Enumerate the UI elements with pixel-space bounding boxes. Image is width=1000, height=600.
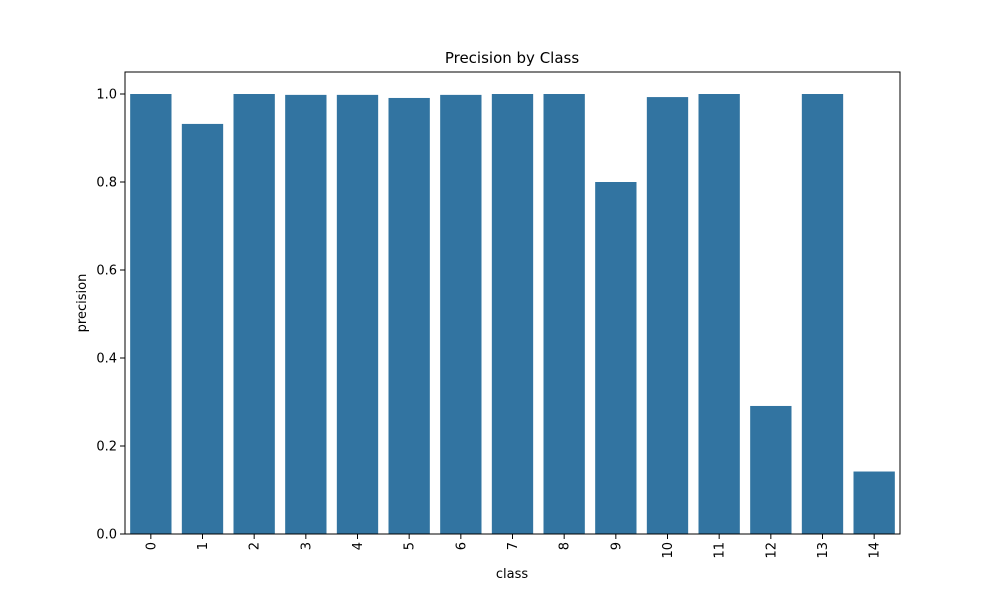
x-tick-label: 4 xyxy=(351,542,366,550)
x-tick-label: 1 xyxy=(196,542,211,550)
bar-class-8 xyxy=(543,94,585,534)
x-tick-label: 7 xyxy=(506,542,521,550)
bar-class-3 xyxy=(285,94,327,534)
x-tick-label: 0 xyxy=(144,542,159,550)
y-tick-label: 1.0 xyxy=(96,88,117,103)
bar-class-2 xyxy=(233,94,275,534)
bar-class-9 xyxy=(595,182,637,534)
y-tick-label: 0.4 xyxy=(96,352,117,367)
x-tick-label: 6 xyxy=(454,542,469,550)
y-tick-label: 0.0 xyxy=(96,528,117,543)
bar-class-10 xyxy=(646,97,689,534)
x-tick-label: 12 xyxy=(764,542,779,559)
bar-class-11 xyxy=(698,94,740,534)
y-axis-label: precision xyxy=(75,274,90,333)
x-tick-label: 2 xyxy=(248,542,263,550)
y-axis: 0.0 0.2 0.4 0.6 0.8 1.0 xyxy=(96,88,125,543)
bar-class-1 xyxy=(181,123,224,535)
y-tick-label: 0.2 xyxy=(96,440,117,455)
bar-class-5 xyxy=(388,97,430,535)
x-tick-label: 10 xyxy=(661,542,676,559)
bar-class-0 xyxy=(130,94,172,534)
x-axis: 0 1 2 3 4 5 6 7 8 9 10 11 12 13 14 xyxy=(144,534,883,559)
y-tick-label: 0.8 xyxy=(96,176,117,191)
x-tick-label: 11 xyxy=(713,542,728,559)
x-tick-label: 9 xyxy=(609,542,624,550)
y-tick-label: 0.6 xyxy=(96,264,117,279)
bar-class-13 xyxy=(801,94,844,534)
bar-class-7 xyxy=(491,94,534,534)
x-axis-label: class xyxy=(496,567,528,582)
bar-class-12 xyxy=(750,405,792,534)
x-tick-label: 13 xyxy=(816,542,831,559)
plot-frame xyxy=(124,71,901,535)
bar-class-6 xyxy=(440,94,482,534)
bar-class-14 xyxy=(853,471,895,534)
bars-group xyxy=(130,94,895,535)
bar-class-4 xyxy=(336,94,379,534)
chart-title: Precision by Class xyxy=(445,49,580,67)
x-tick-label: 3 xyxy=(299,542,314,550)
x-tick-label: 14 xyxy=(868,542,883,559)
x-tick-label: 5 xyxy=(403,542,418,550)
x-tick-label: 8 xyxy=(558,542,573,550)
